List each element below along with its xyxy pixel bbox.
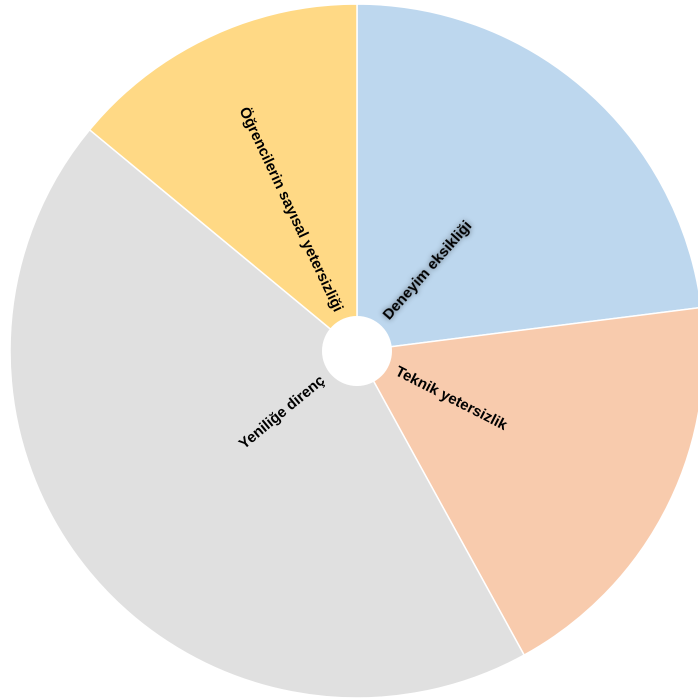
pie-slices (9, 3, 698, 699)
slice-ogrenci-yetersizligi (88, 3, 358, 353)
slice-yenilige-direnc (9, 128, 526, 699)
slice-deneyim-eksikligi (356, 3, 698, 352)
center-hole (322, 316, 392, 386)
slice-teknik-yetersizlik (355, 307, 698, 657)
